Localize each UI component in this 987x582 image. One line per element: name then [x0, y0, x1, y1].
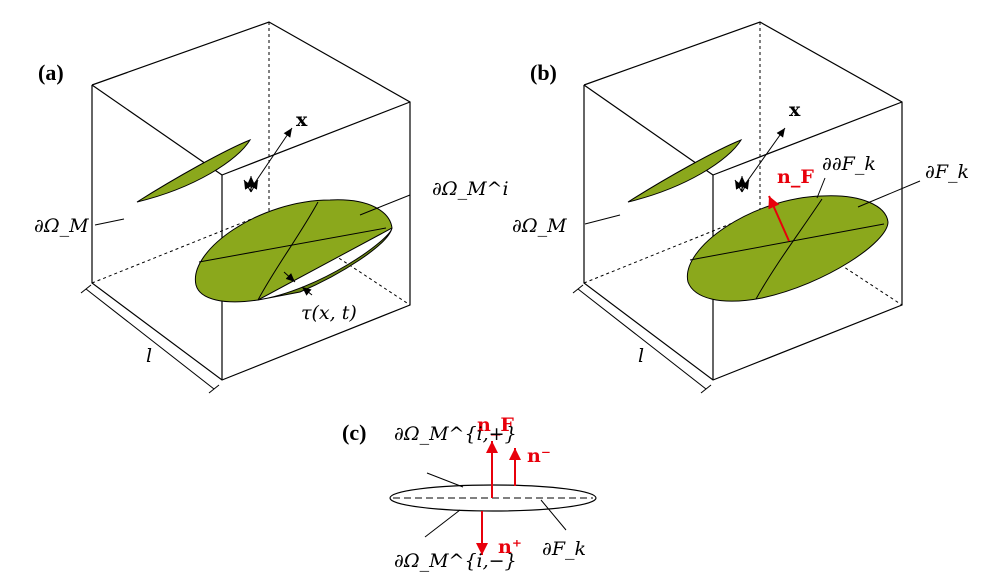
boundary-leader — [94, 218, 125, 226]
panel-c: (c) n_F n⁻ n⁺ ∂Ω_M^{i,+} ∂Ω_M^{i,−} ∂F_k — [342, 414, 597, 572]
panel-a-label: (a) — [38, 60, 64, 85]
fracture-leader — [540, 499, 567, 531]
fracture-label: ∂F_k — [925, 161, 969, 183]
x-label: x — [789, 99, 801, 121]
traction-label: τ(x, t) — [301, 302, 357, 324]
local-frame — [243, 176, 259, 193]
small-fracture — [627, 138, 743, 203]
fracture-leader — [857, 180, 921, 208]
length-label: l — [638, 345, 644, 367]
boundary-label: ∂Ω_M — [34, 215, 89, 237]
length-dimension — [80, 284, 220, 394]
panel-c-label: (c) — [342, 420, 366, 445]
crack-axes — [198, 201, 387, 301]
edge-leader — [816, 177, 826, 199]
traction-marker — [283, 271, 313, 296]
fracture-axes — [689, 198, 885, 300]
normal-minus-label: n⁻ — [527, 445, 551, 467]
lower-face-label: ∂Ω_M^{i,−} — [394, 550, 517, 572]
upper-face-label: ∂Ω_M^{i,+} — [394, 423, 517, 445]
panel-b-label: (b) — [530, 60, 557, 85]
fracture-label: ∂F_k — [542, 538, 586, 560]
lower-face-leader — [424, 509, 461, 538]
normal-plus-label: n⁺ — [498, 536, 522, 558]
panel-b: (b) n_F x ∂Ω_M ∂∂F — [512, 21, 969, 394]
crack-label: ∂Ω_M^i — [432, 178, 509, 200]
upper-face-leader — [426, 472, 464, 488]
normal-arrow — [768, 195, 790, 242]
cube-edges — [583, 21, 903, 381]
x-arrow — [740, 127, 786, 191]
normal-label: n_F — [777, 166, 814, 188]
edge-label: ∂∂F_k — [822, 153, 876, 175]
local-frame — [734, 176, 750, 193]
x-arrow — [249, 127, 293, 191]
panel-a: (a) x ∂Ω — [34, 21, 509, 394]
length-label: l — [146, 345, 152, 367]
length-dimension — [572, 284, 712, 394]
crack-leader — [359, 194, 411, 216]
boundary-label: ∂Ω_M — [512, 215, 567, 237]
boundary-leader — [584, 214, 621, 225]
x-label: x — [296, 109, 308, 131]
normal-f-label: n_F — [477, 414, 514, 436]
crack-surface — [194, 199, 393, 303]
small-fracture — [136, 138, 252, 203]
cube-hidden-edges — [91, 22, 411, 306]
